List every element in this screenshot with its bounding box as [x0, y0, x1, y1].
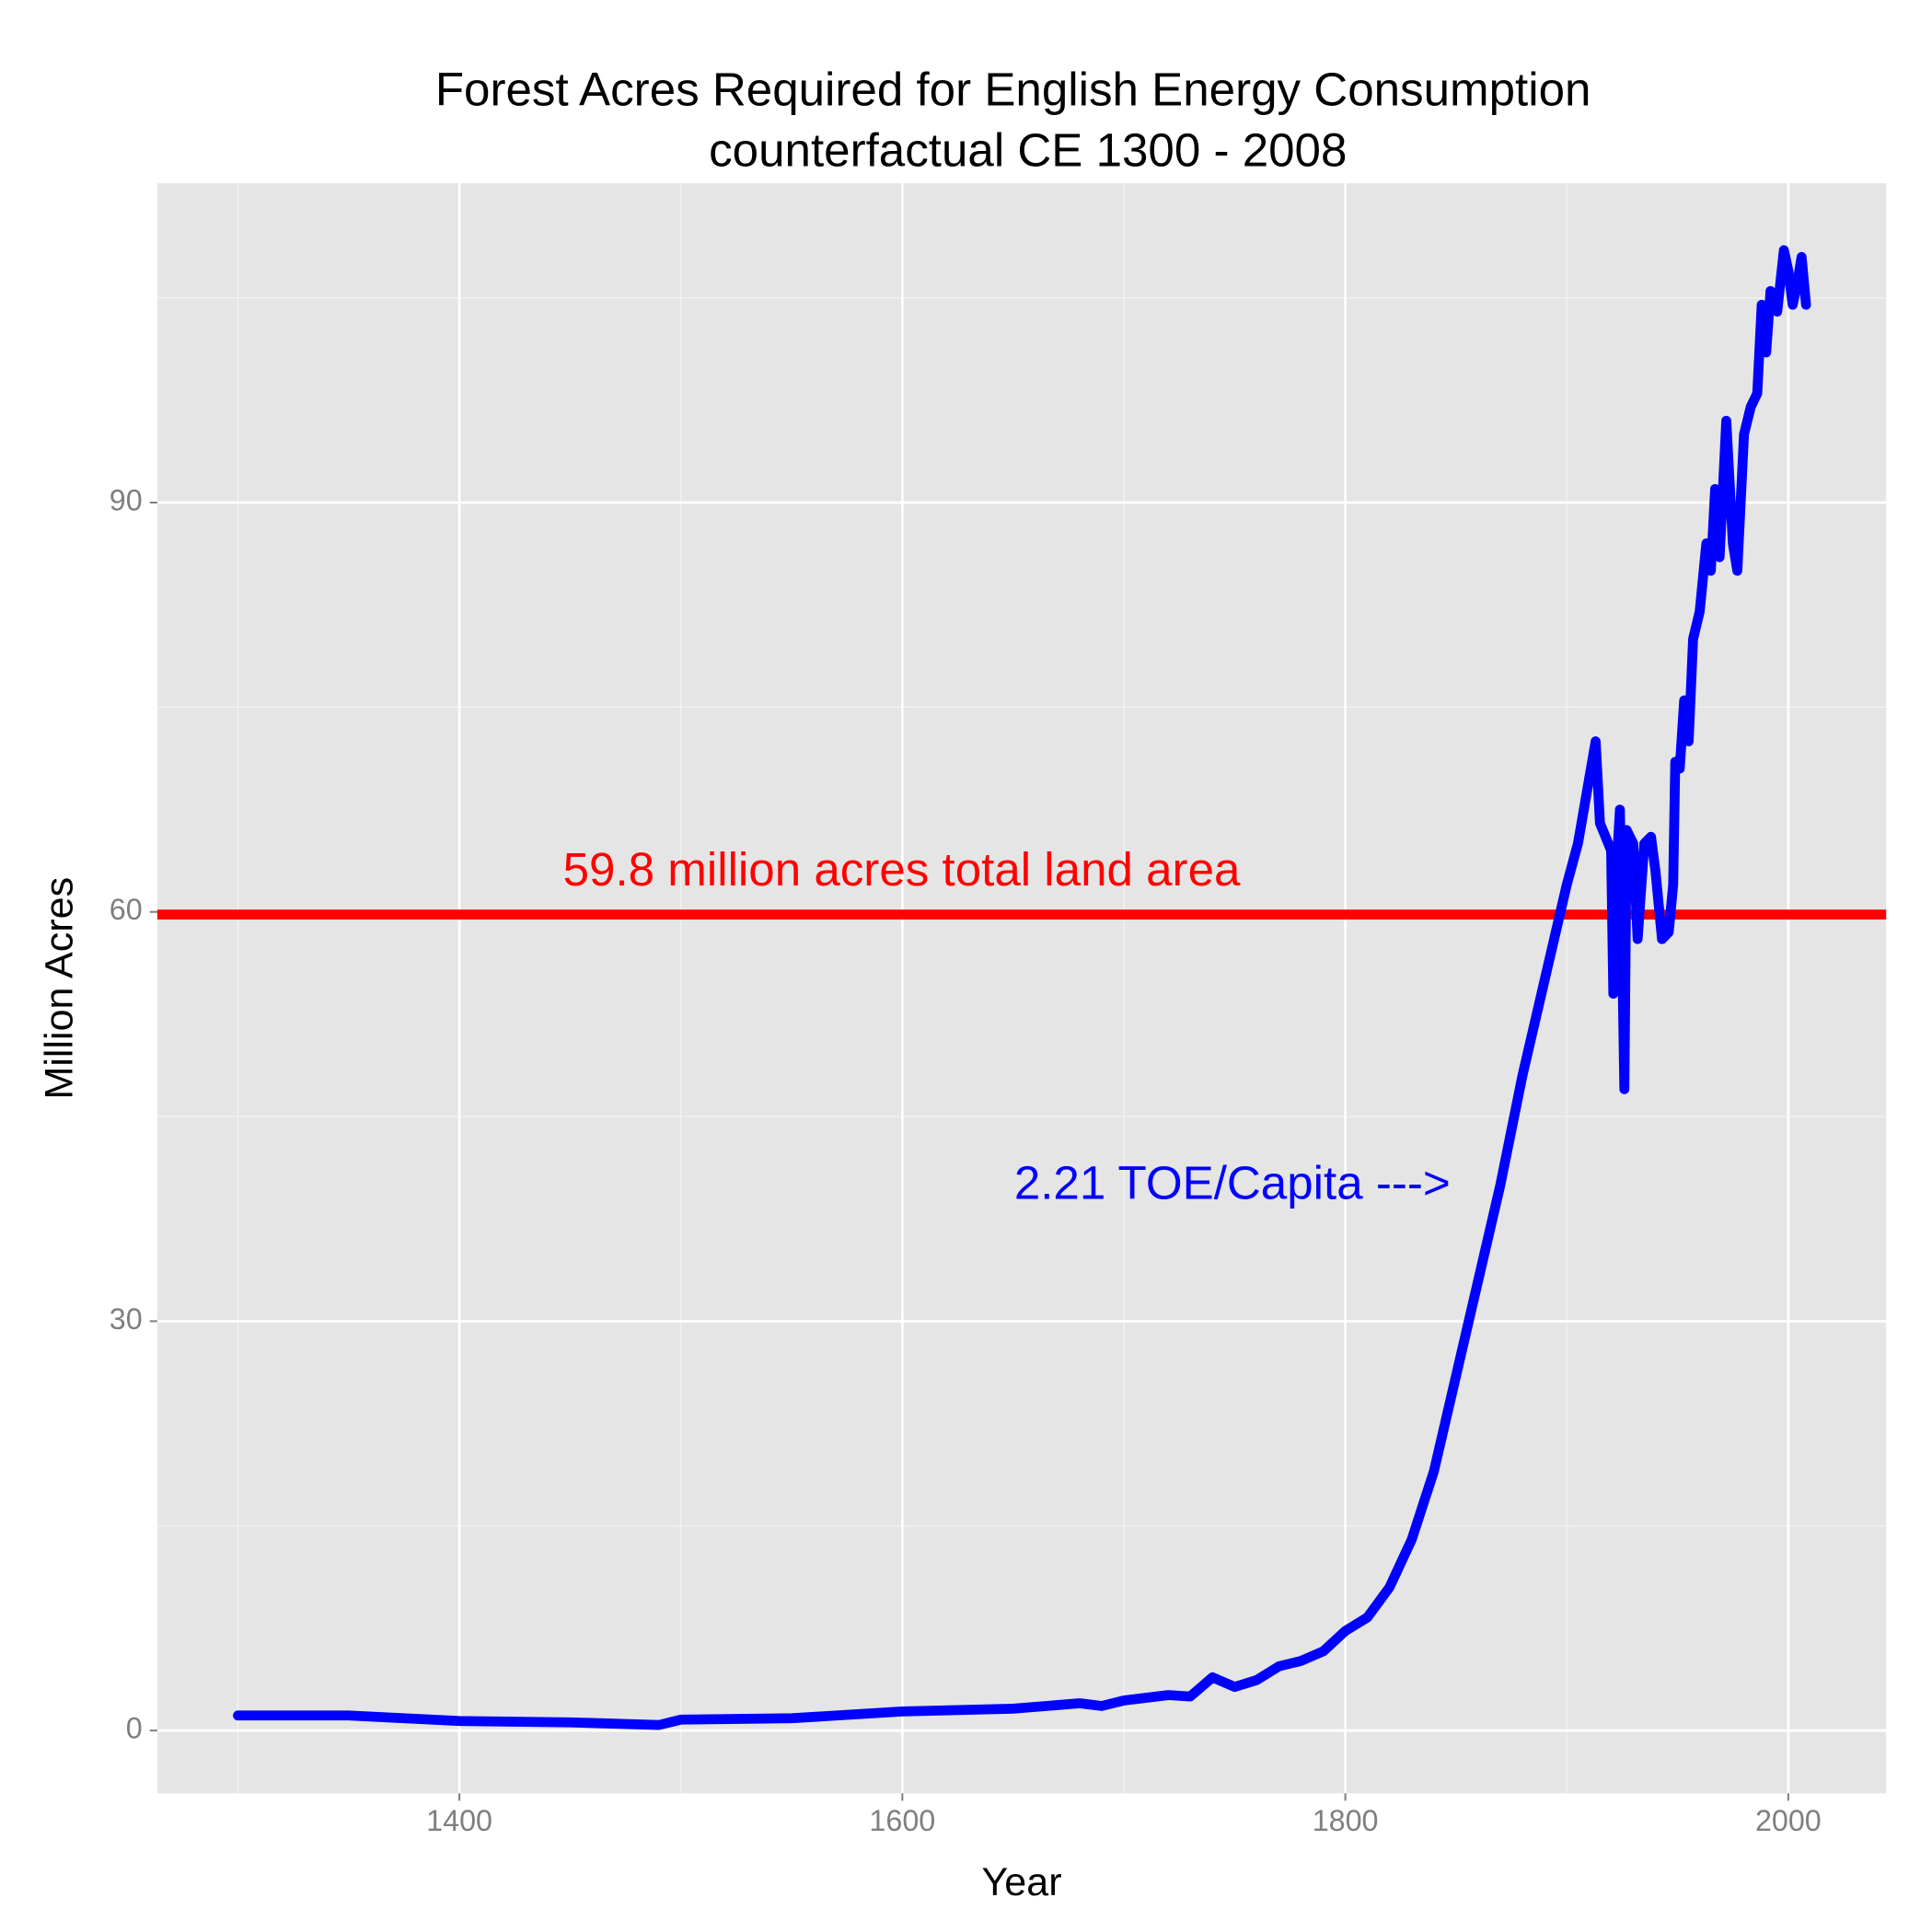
- x-tick-label: 1400: [426, 1804, 492, 1837]
- marks: [156, 245, 1887, 1730]
- chart-subtitle: counterfactual CE 1300 - 2008: [709, 123, 1347, 176]
- x-tick-label: 2000: [1755, 1804, 1822, 1837]
- grid: [156, 183, 1887, 1794]
- y-tick-label: 30: [110, 1302, 143, 1336]
- chart-title: Forest Acres Required for English Energy…: [435, 63, 1591, 115]
- y-axis-title: Million Acres: [38, 877, 82, 1100]
- plot-panel: [156, 183, 1887, 1794]
- x-tick-label: 1600: [869, 1804, 935, 1837]
- x-axis-title: Year: [982, 1860, 1062, 1904]
- y-tick-label: 90: [110, 484, 143, 517]
- x-tick-label: 1800: [1313, 1804, 1379, 1837]
- data-line: [233, 245, 1811, 1730]
- y-tick-label: 60: [110, 893, 143, 926]
- annotation: 2.21 TOE/Capita --->: [1014, 1157, 1451, 1209]
- y-tick-label: 0: [126, 1712, 143, 1745]
- annotation: 59.8 million acres total land area: [563, 843, 1241, 896]
